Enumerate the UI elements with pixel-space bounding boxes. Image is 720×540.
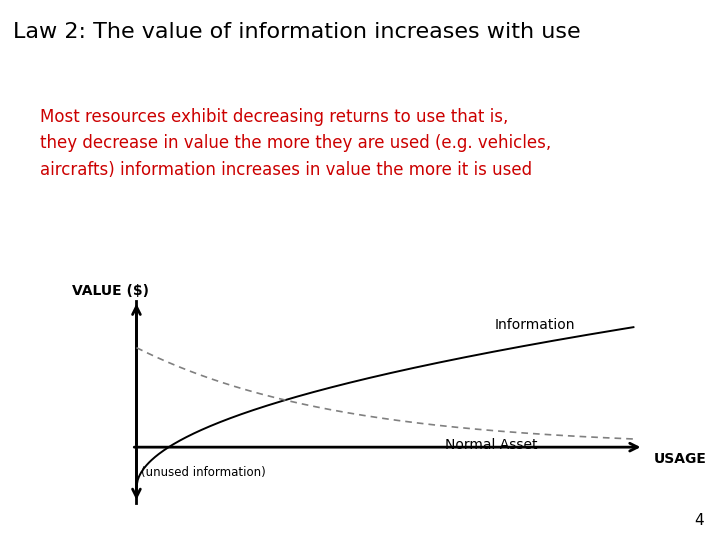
Text: USAGE: USAGE xyxy=(653,451,706,465)
Text: 4: 4 xyxy=(695,513,704,528)
Text: (unused information): (unused information) xyxy=(141,466,266,479)
Text: Law 2: The value of information increases with use: Law 2: The value of information increase… xyxy=(13,22,580,42)
Text: Normal Asset: Normal Asset xyxy=(444,438,537,452)
Text: Information: Information xyxy=(495,318,575,332)
Text: VALUE ($): VALUE ($) xyxy=(72,284,149,298)
Text: Most resources exhibit decreasing returns to use that is,
they decrease in value: Most resources exhibit decreasing return… xyxy=(40,108,551,179)
